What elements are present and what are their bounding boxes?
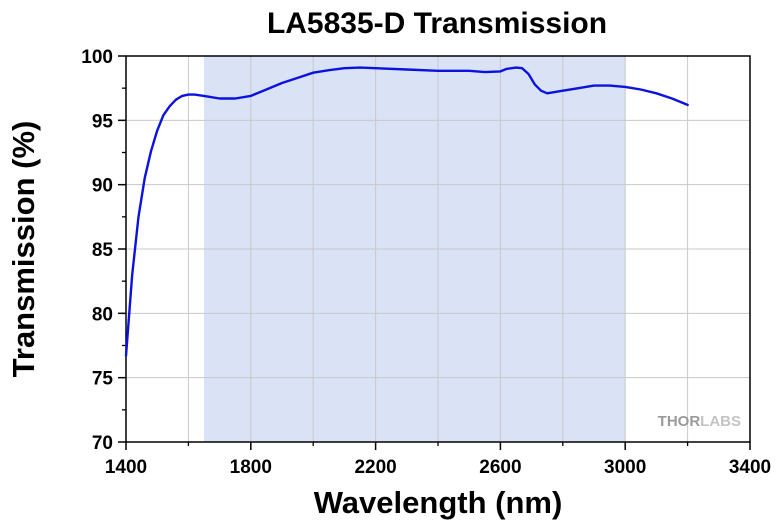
y-tick-label: 70 (92, 433, 113, 454)
thorlabs-watermark: THORLABS (658, 413, 741, 430)
plot-frame (125, 55, 751, 443)
x-tick-label: 1400 (105, 457, 147, 478)
chart-title: LA5835-D Transmission (267, 7, 607, 40)
y-tick-label: 85 (92, 240, 114, 261)
transmission-curve (124, 66, 689, 357)
watermark-thor: THOR (658, 413, 701, 430)
y-tick-labels: 70 75 80 85 90 95 100 (81, 47, 113, 454)
major-ticks (118, 55, 751, 450)
x-tick-label: 2200 (354, 457, 396, 478)
y-tick-label: 100 (81, 47, 113, 68)
y-tick-label: 75 (92, 369, 114, 390)
y-tick-label: 90 (92, 176, 113, 197)
y-tick-label: 80 (92, 304, 113, 325)
x-tick-label: 3000 (604, 457, 646, 478)
grid-lines (126, 56, 750, 442)
y-axis-title: Transmission (%) (6, 121, 41, 378)
x-tick-label: 1800 (230, 457, 272, 478)
x-tick-label: 3400 (729, 457, 771, 478)
x-tick-label: 2600 (479, 457, 521, 478)
watermark-labs: LABS (700, 413, 741, 430)
x-axis-title: Wavelength (nm) (314, 485, 563, 520)
x-tick-labels: 1400 1800 2200 2600 3000 3400 (105, 457, 771, 478)
y-tick-label: 95 (92, 111, 114, 132)
